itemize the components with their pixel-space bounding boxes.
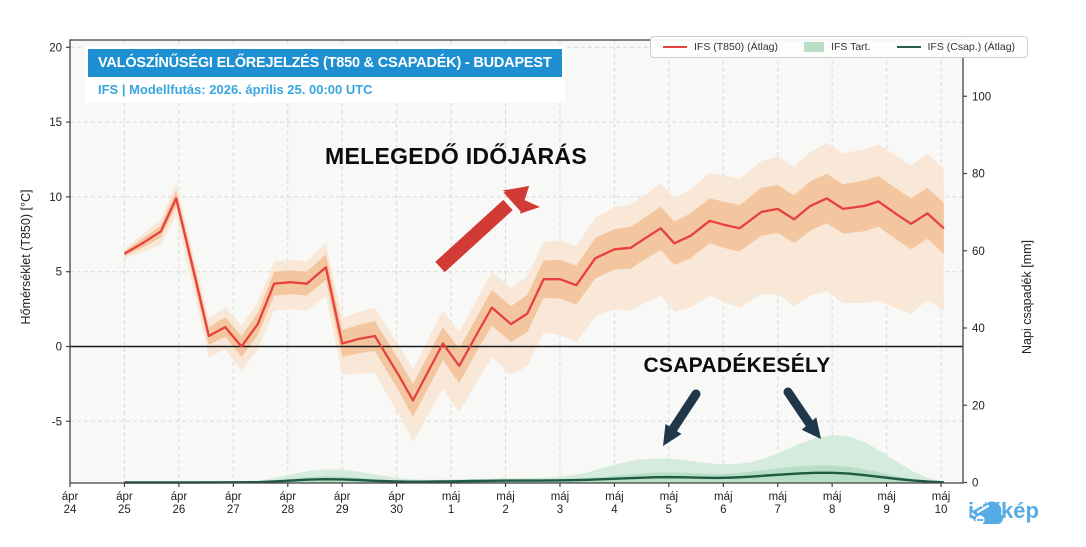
precip-tick-label: 20 — [972, 400, 985, 412]
x-tick-label-month: ápr — [116, 491, 133, 503]
x-tick-label-day: 25 — [118, 504, 131, 516]
x-tick-label-day: 5 — [666, 504, 672, 516]
x-tick-label-month: máj — [551, 491, 570, 503]
x-tick-label-month: máj — [605, 491, 624, 503]
legend-label: IFS (T850) (Átlag) — [694, 41, 779, 53]
temp-tick-label: 15 — [49, 117, 62, 129]
x-tick-label-month: ápr — [171, 491, 188, 503]
x-tick-label-day: 27 — [227, 504, 240, 516]
plot-border — [69, 39, 964, 484]
x-tick-label-month: ápr — [388, 491, 405, 503]
precip-arrow-right-icon — [783, 387, 821, 439]
temp-axis-label: Hőmérséklet (T850) [°C] — [19, 189, 33, 325]
x-tick-label-month: máj — [768, 491, 787, 503]
legend-item-t850: IFS (T850) (Átlag) — [663, 41, 778, 53]
x-tick-label-day: 24 — [64, 504, 77, 516]
temp-tick-label: -5 — [52, 416, 62, 428]
x-tick-label-day: 7 — [775, 504, 781, 516]
legend-label: IFS Tart. — [831, 41, 871, 53]
x-tick-label-day: 8 — [829, 504, 835, 516]
legend-item-precip: IFS (Csap.) (Átlag) — [896, 41, 1016, 53]
x-tick-label-month: ápr — [279, 491, 296, 503]
x-tick-label-day: 1 — [448, 504, 454, 516]
page-title: VALÓSZÍNŰSÉGI ELŐREJELZÉS (T850 & CSAPAD… — [88, 49, 562, 77]
x-tick-label-month: ápr — [225, 491, 242, 503]
x-tick-label-month: máj — [442, 491, 461, 503]
x-tick-label-month: máj — [823, 491, 842, 503]
precip-arrow-left-icon — [663, 389, 701, 446]
warming-arrow-icon — [435, 186, 540, 273]
darkgreen-line-swatch-icon — [896, 46, 921, 48]
x-tick-label-day: 2 — [502, 504, 508, 516]
temp-tick-label: 10 — [49, 192, 62, 204]
temp-tick-label: 5 — [56, 267, 62, 279]
precip-chance-annotation-text: CSAPADÉKESÉLY — [643, 354, 831, 377]
legend-item-range: IFS Tart. — [804, 41, 871, 53]
x-tick-label-day: 10 — [935, 504, 948, 516]
temp-tick-label: 20 — [49, 42, 62, 54]
x-tick-label-month: máj — [660, 491, 679, 503]
legend-label: IFS (Csap.) (Átlag) — [927, 41, 1016, 53]
idokep-logo: időkép — [968, 498, 1039, 530]
precip-tick-label: 0 — [972, 478, 978, 490]
precip-tick-label: 80 — [972, 169, 985, 181]
model-run-subtitle: IFS | Modellfutás: 2026. április 25. 00:… — [98, 82, 373, 97]
x-tick-label-day: 28 — [281, 504, 294, 516]
precip-outer-band — [124, 435, 944, 483]
warming-annotation-text: MELEGEDŐ IDŐJÁRÁS — [325, 143, 587, 169]
temp-tick-label: 0 — [56, 342, 62, 354]
title-panel: VALÓSZÍNŰSÉGI ELŐREJELZÉS (T850 & CSAPAD… — [85, 46, 565, 103]
precip-axis-label: Napi csapadék [mm] — [1020, 240, 1034, 354]
x-tick-label-day: 26 — [172, 504, 185, 516]
legend: IFS (T850) (Átlag) IFS Tart. IFS (Csap.)… — [650, 36, 1029, 58]
temp-mean-line — [123, 197, 945, 402]
precip-mean-line — [124, 471, 944, 484]
x-tick-label-day: 9 — [883, 504, 889, 516]
red-line-swatch-icon — [663, 46, 687, 48]
x-tick-label-day: 30 — [390, 504, 403, 516]
temp-inner-band — [124, 173, 944, 417]
x-tick-label-day: 4 — [611, 504, 618, 516]
x-tick-label-day: 29 — [336, 504, 349, 516]
x-tick-label-month: máj — [932, 491, 951, 503]
cloud-sun-icon — [969, 501, 1003, 530]
x-tick-label-day: 3 — [557, 504, 563, 516]
x-tick-label-month: máj — [496, 491, 515, 503]
x-tick-label-month: ápr — [334, 491, 351, 503]
x-tick-label-day: 6 — [720, 504, 726, 516]
x-tick-label-month: ápr — [62, 491, 79, 503]
precip-tick-label: 100 — [972, 91, 991, 103]
precip-tick-label: 60 — [972, 246, 985, 258]
x-tick-label-month: máj — [714, 491, 733, 503]
precip-tick-label: 40 — [972, 323, 985, 335]
green-patch-swatch-icon — [804, 42, 825, 52]
x-tick-label-month: máj — [877, 491, 896, 503]
